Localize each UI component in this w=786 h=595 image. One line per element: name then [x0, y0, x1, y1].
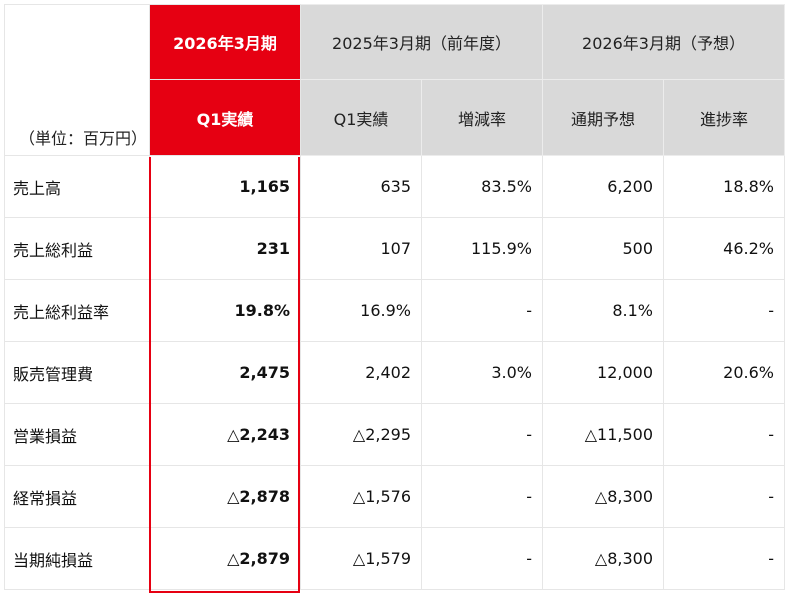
table-row: 当期純損益 △2,879 △1,579 - △8,300 - [4, 527, 785, 590]
unit-label-cell: （単位：百万円） [4, 4, 150, 156]
current-period-header: 2026年3月期 [149, 4, 301, 80]
change-rate-value: 3.0% [421, 341, 543, 404]
row-label: 売上総利益率 [4, 279, 150, 342]
row-label: 経常損益 [4, 465, 150, 528]
prior-q1-value: 635 [300, 155, 422, 218]
change-rate-value: - [421, 279, 543, 342]
change-rate-value: 83.5% [421, 155, 543, 218]
progress-value: - [663, 465, 785, 528]
change-rate-header: 増減率 [421, 79, 543, 156]
progress-value: - [663, 527, 785, 590]
forecast-value: 500 [542, 217, 664, 280]
prior-q1-value: 107 [300, 217, 422, 280]
prior-q1-header: Q1実績 [300, 79, 422, 156]
table-row: 売上高 1,165 635 83.5% 6,200 18.8% [4, 155, 785, 218]
table-row: 販売管理費 2,475 2,402 3.0% 12,000 20.6% [4, 341, 785, 404]
full-year-forecast-header: 通期予想 [542, 79, 664, 156]
financial-results-table: （単位：百万円） 2026年3月期 2025年3月期（前年度） 2026年3月期… [4, 4, 785, 590]
progress-value: 46.2% [663, 217, 785, 280]
forecast-value: △11,500 [542, 403, 664, 466]
forecast-value: 6,200 [542, 155, 664, 218]
row-label: 売上高 [4, 155, 150, 218]
progress-rate-header: 進捗率 [663, 79, 785, 156]
change-rate-value: - [421, 465, 543, 528]
prior-q1-value: 16.9% [300, 279, 422, 342]
forecast-period-header: 2026年3月期（予想） [542, 4, 785, 80]
prior-q1-value: 2,402 [300, 341, 422, 404]
current-q1-value: 19.8% [149, 279, 301, 342]
progress-value: - [663, 403, 785, 466]
change-rate-value: - [421, 403, 543, 466]
forecast-value: 12,000 [542, 341, 664, 404]
table-row: 売上総利益率 19.8% 16.9% - 8.1% - [4, 279, 785, 342]
progress-value: - [663, 279, 785, 342]
prior-q1-value: △2,295 [300, 403, 422, 466]
current-q1-value: △2,243 [149, 403, 301, 466]
forecast-value: 8.1% [542, 279, 664, 342]
table-row: 営業損益 △2,243 △2,295 - △11,500 - [4, 403, 785, 466]
current-q1-value: 2,475 [149, 341, 301, 404]
prior-period-header: 2025年3月期（前年度） [300, 4, 543, 80]
header-row-periods: （単位：百万円） 2026年3月期 2025年3月期（前年度） 2026年3月期… [4, 4, 785, 156]
progress-value: 18.8% [663, 155, 785, 218]
current-q1-value: 231 [149, 217, 301, 280]
current-q1-value: 1,165 [149, 155, 301, 218]
change-rate-value: - [421, 527, 543, 590]
prior-q1-value: △1,576 [300, 465, 422, 528]
current-q1-header: Q1実績 [149, 79, 301, 156]
forecast-value: △8,300 [542, 527, 664, 590]
row-label: 売上総利益 [4, 217, 150, 280]
current-q1-value: △2,879 [149, 527, 301, 590]
unit-label: （単位：百万円） [19, 129, 148, 148]
prior-q1-value: △1,579 [300, 527, 422, 590]
change-rate-value: 115.9% [421, 217, 543, 280]
forecast-value: △8,300 [542, 465, 664, 528]
header-row-columns: Q1実績 Q1実績 増減率 通期予想 進捗率 [5, 79, 785, 156]
row-label: 販売管理費 [4, 341, 150, 404]
table-row: 売上総利益 231 107 115.9% 500 46.2% [4, 217, 785, 280]
progress-value: 20.6% [663, 341, 785, 404]
row-label: 当期純損益 [4, 527, 150, 590]
current-q1-value: △2,878 [149, 465, 301, 528]
table-row: 経常損益 △2,878 △1,576 - △8,300 - [4, 465, 785, 528]
row-label: 営業損益 [4, 403, 150, 466]
